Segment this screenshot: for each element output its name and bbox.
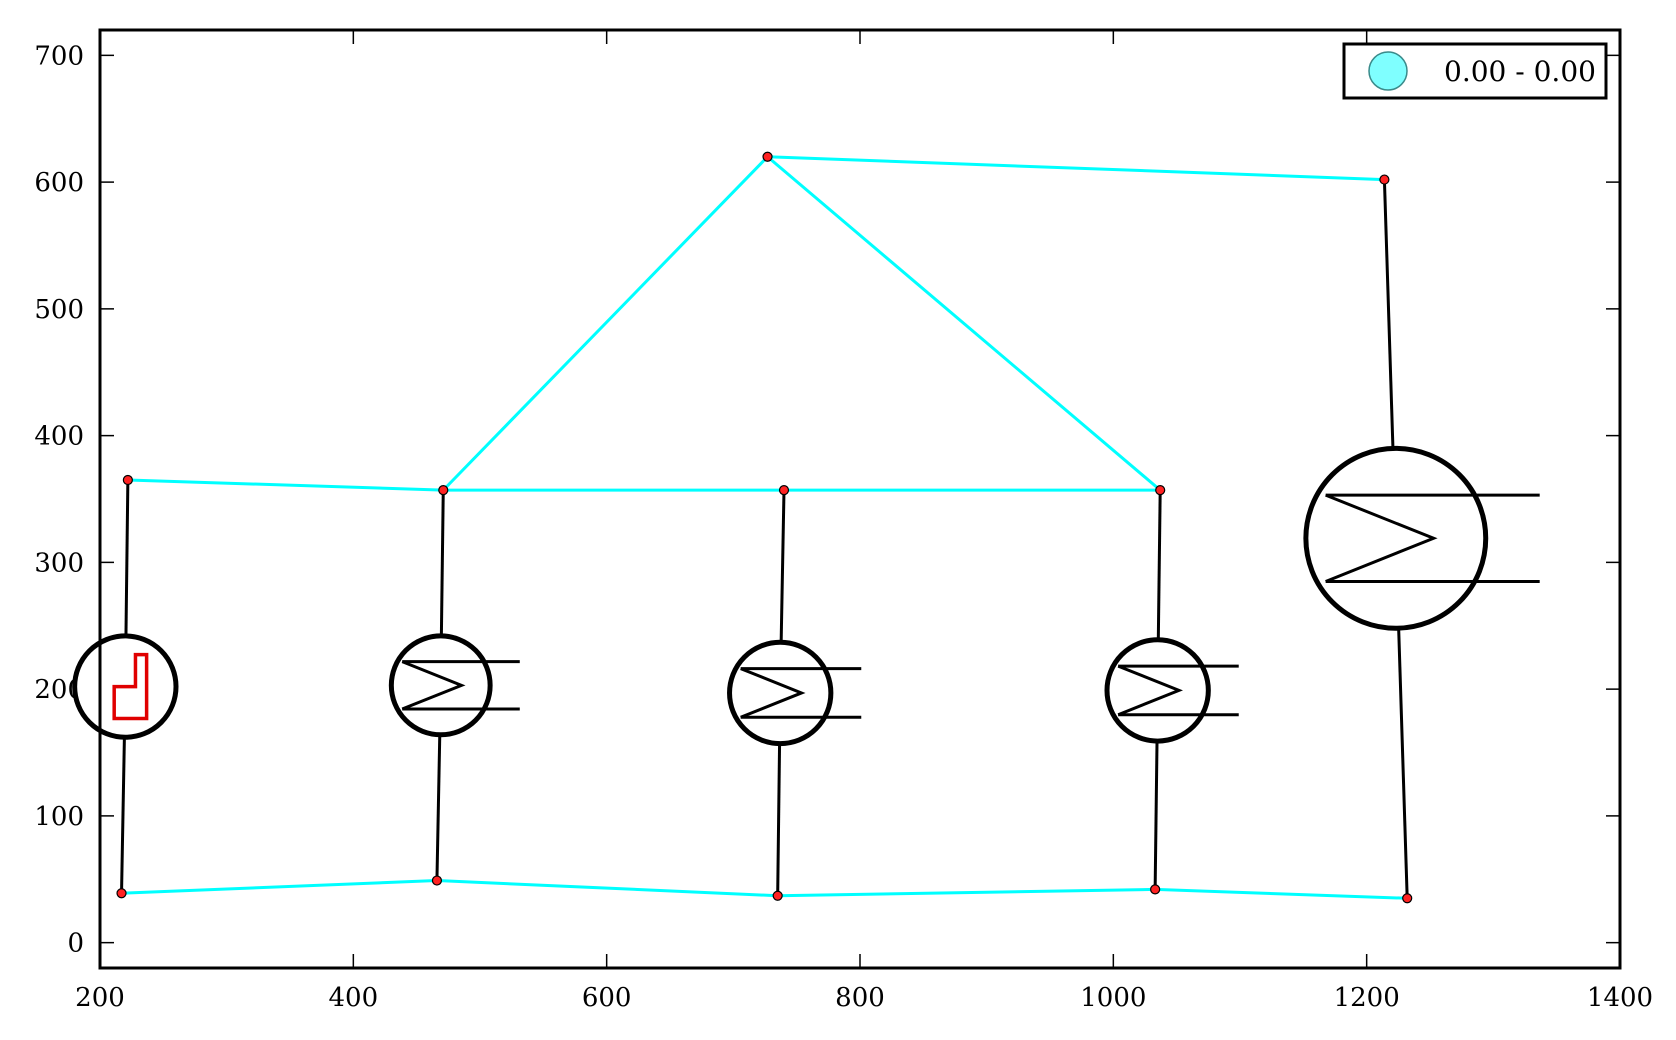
junction-node: [122, 474, 133, 486]
component-circle: [1303, 445, 1489, 631]
heat-exchanger-icon: [1117, 664, 1183, 717]
axis-tick-labels: 200 400 600 800 1000 1200 14000100200300400500…: [34, 41, 1653, 1013]
pipe-segment: [442, 155, 769, 492]
junction-node: [1150, 884, 1161, 895]
junction-node: [431, 875, 443, 886]
component-circle: [388, 633, 493, 738]
pipe-network: [121, 155, 1408, 900]
pipe-segment: [766, 155, 1162, 492]
plot-frame: [98, 28, 1622, 970]
y-tick-label: 700: [34, 41, 84, 71]
y-tick-label: 500: [34, 295, 84, 325]
junction-node: [438, 485, 449, 496]
x-tick-label: 1200: [1334, 983, 1400, 1013]
junction-node: [1379, 174, 1390, 185]
y-tick-label: 400: [34, 422, 84, 452]
x-tick-label: 600: [582, 983, 632, 1013]
pump-icon: [112, 652, 149, 721]
junction-node: [778, 485, 790, 496]
axis-ticks: [99, 30, 1621, 968]
pipe-segment: [767, 155, 1385, 182]
x-tick-label: 1400: [1587, 983, 1653, 1013]
heat-exchanger-symbol: [727, 639, 862, 747]
component-circle: [727, 639, 834, 747]
junction-node: [762, 151, 773, 162]
junction-nodes: [116, 151, 1413, 904]
x-tick-label: 800: [835, 983, 885, 1013]
legend-marker: [1368, 51, 1408, 91]
pump-symbol: [72, 633, 179, 740]
x-tick-label: 400: [329, 983, 379, 1013]
heat-exchanger-icon: [1325, 493, 1438, 583]
pipe-segment: [436, 879, 778, 898]
pipe-segment: [127, 478, 444, 492]
pipe-segment: [121, 879, 437, 895]
y-tick-label: 100: [34, 802, 84, 832]
heat-exchanger-symbol: [1104, 637, 1239, 744]
junction-node: [772, 890, 783, 901]
heat-exchanger-icon: [740, 667, 806, 719]
pipe-segment: [1155, 887, 1408, 900]
components: [72, 445, 1540, 747]
legend: 0.00 - 0.00: [1342, 42, 1608, 100]
legend-label: 0.00 - 0.00: [1444, 55, 1596, 88]
x-tick-label: 200: [75, 983, 125, 1013]
heat-exchanger-symbol: [388, 633, 520, 738]
x-tick-label: 1000: [1080, 983, 1146, 1013]
y-tick-label: 600: [34, 168, 84, 198]
junction-node: [116, 888, 127, 899]
pipe-segment: [777, 887, 1156, 898]
y-tick-label: 300: [34, 548, 84, 578]
heat-exchanger-icon: [401, 660, 466, 711]
junction-node: [1402, 893, 1413, 904]
component-circle: [1104, 637, 1211, 744]
heat-exchanger-symbol: [1303, 445, 1540, 631]
y-tick-label: 0: [67, 929, 84, 959]
junction-node: [1155, 485, 1166, 496]
